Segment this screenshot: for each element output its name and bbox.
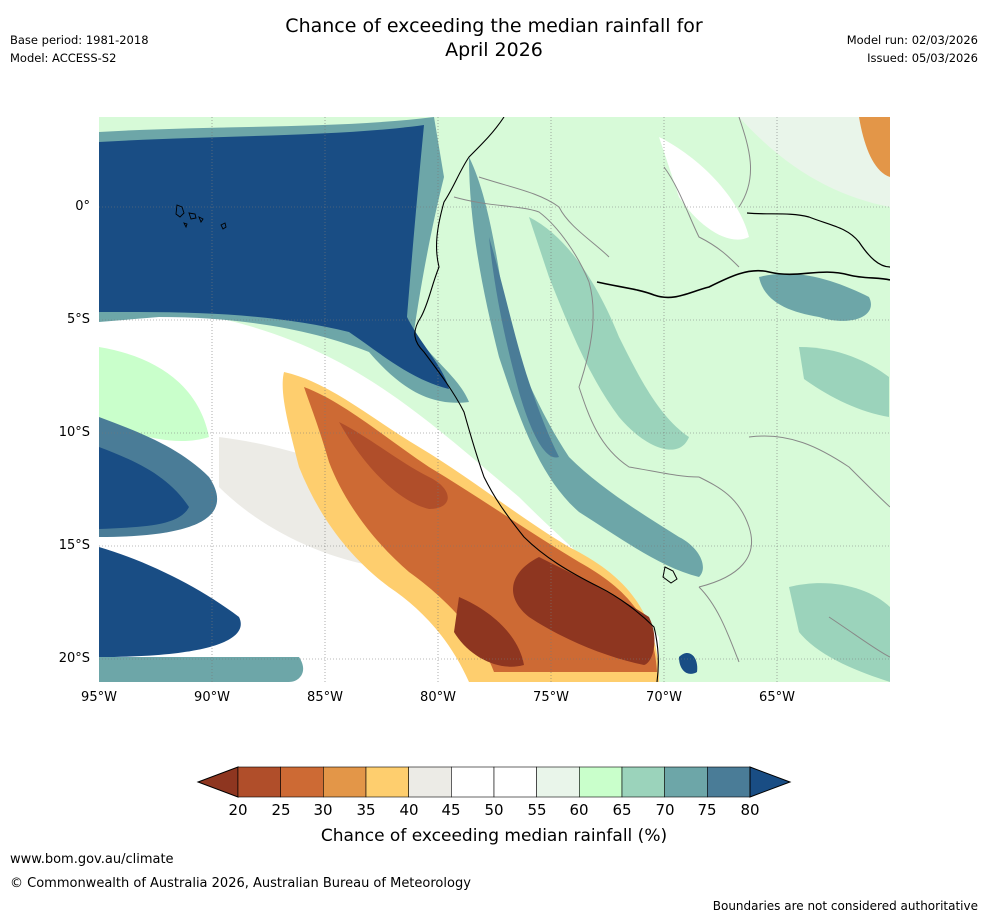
field-75-amazon: [759, 273, 871, 321]
lon-label-95w: 95°W: [81, 690, 117, 705]
colorbar-over-arrow: [749, 766, 792, 798]
colorbar-tick: 55: [527, 801, 547, 819]
lon-label-75w: 75°W: [533, 690, 569, 705]
lat-label-5s: 5°S: [66, 312, 90, 327]
field-20-southwest: [454, 597, 524, 667]
title-line-2: April 2026: [445, 39, 543, 61]
field-80-pacific: [99, 125, 449, 389]
colorbar-tick: 65: [612, 801, 632, 819]
meta-right: Model run: 02/03/2026 Issued: 05/03/2026: [847, 31, 978, 67]
colorbar-segment: [579, 766, 623, 798]
country-borders: [453, 117, 890, 663]
field-80-southwest: [99, 447, 189, 529]
field-20-south: [512, 557, 655, 665]
rio-negro: [746, 212, 890, 268]
colorbar-tick: 20: [228, 801, 248, 819]
rainfall-map: [99, 117, 890, 682]
base-period: Base period: 1981-2018: [10, 33, 149, 47]
colorbar-segment: [664, 766, 708, 798]
field-50-north: [659, 137, 749, 240]
probability-fields: [99, 117, 890, 682]
meta-left: Base period: 1981-2018 Model: ACCESS-S2: [10, 31, 149, 67]
lat-label-20s: 20°S: [58, 651, 90, 666]
field-70-amazon: [799, 347, 889, 417]
colorbar-segment: [408, 766, 452, 798]
lon-label-70w: 70°W: [646, 690, 682, 705]
field-25-north: [339, 422, 448, 509]
colorbar-label: Chance of exceeding median rainfall (%): [320, 826, 668, 846]
colorbar-segment: [237, 766, 281, 798]
field-70-andes: [529, 217, 689, 450]
map-title: Chance of exceeding the median rainfall …: [0, 14, 988, 62]
field-80-puna: [679, 652, 698, 674]
colorbar-segment: [707, 766, 751, 798]
lat-label-15s: 15°S: [58, 538, 90, 553]
field-30-northeast: [859, 117, 890, 177]
field-55-northeast: [739, 117, 890, 207]
model-name: Model: ACCESS-S2: [10, 51, 117, 65]
lat-label-0: 0°: [75, 199, 90, 214]
lat-label-10s: 10°S: [58, 425, 90, 440]
colorbar-segment: [365, 766, 409, 798]
colorbar-under-arrow: [196, 766, 239, 798]
field-60-west: [99, 347, 209, 442]
colorbar-tick: 40: [399, 801, 419, 819]
model-run: Model run: 02/03/2026: [846, 33, 978, 47]
lon-label-85w: 85°W: [307, 690, 343, 705]
amazon-river: [596, 269, 890, 299]
copyright: © Commonwealth of Australia 2026, Austra…: [10, 876, 471, 891]
colorbar-segment: [493, 766, 537, 798]
colorbar-tick: 70: [655, 801, 675, 819]
colorbar-segments: [237, 766, 751, 798]
lon-label-80w: 80°W: [420, 690, 456, 705]
colorbar-tick: 45: [441, 801, 461, 819]
colorbar-tick: 35: [356, 801, 376, 819]
colorbar-segment: [621, 766, 665, 798]
colorbar-tick: 50: [484, 801, 504, 819]
galapagos-islands: [175, 204, 227, 230]
colorbar-segment: [451, 766, 495, 798]
field-80-south: [99, 547, 241, 657]
map-canvas: [99, 117, 890, 682]
colorbar-tick: 75: [697, 801, 717, 819]
title-line-1: Chance of exceeding the median rainfall …: [285, 15, 703, 37]
disclaimer: Boundaries are not considered authoritat…: [712, 899, 978, 913]
issued-date: Issued: 05/03/2026: [867, 51, 978, 65]
colorbar-segment: [323, 766, 367, 798]
colorbar-tick: 60: [569, 801, 589, 819]
coastline: [414, 117, 659, 682]
field-70-southeast: [789, 583, 890, 682]
footer-url[interactable]: www.bom.gov.au/climate: [10, 852, 174, 867]
colorbar-segment: [536, 766, 580, 798]
graticule: [99, 117, 890, 682]
lon-label-90w: 90°W: [194, 690, 230, 705]
lon-label-65w: 65°W: [759, 690, 795, 705]
colorbar-tick: 25: [271, 801, 291, 819]
colorbar-tick: 30: [313, 801, 333, 819]
field-75-south: [99, 657, 304, 682]
colorbar-segment: [280, 766, 324, 798]
lake-titicaca: [662, 566, 678, 584]
colorbar: [196, 766, 792, 798]
colorbar-tick: 80: [740, 801, 760, 819]
